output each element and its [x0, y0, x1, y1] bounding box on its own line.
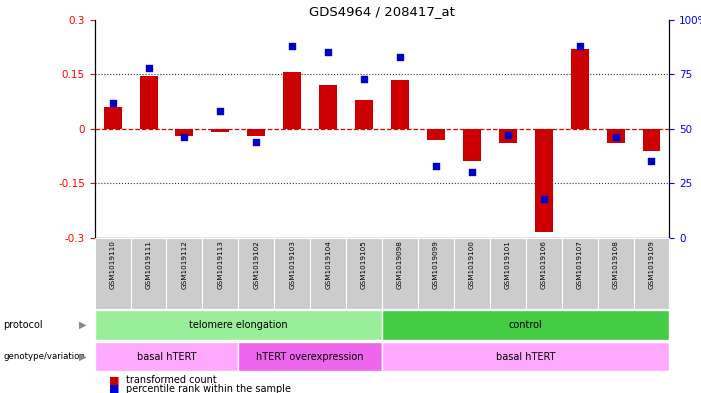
- Bar: [238, 342, 382, 371]
- Text: GSM1019100: GSM1019100: [469, 240, 475, 289]
- Point: [538, 195, 550, 202]
- Point: [107, 99, 118, 106]
- Bar: [382, 238, 418, 309]
- Bar: [382, 342, 669, 371]
- Text: ▶: ▶: [79, 352, 86, 362]
- Bar: [391, 80, 409, 129]
- Text: GSM1019105: GSM1019105: [361, 240, 367, 289]
- Bar: [167, 238, 203, 309]
- Text: GSM1019108: GSM1019108: [613, 240, 618, 289]
- Text: GSM1019109: GSM1019109: [648, 240, 655, 289]
- Bar: [95, 342, 238, 371]
- Bar: [382, 310, 669, 340]
- Bar: [454, 238, 490, 309]
- Text: GSM1019103: GSM1019103: [290, 240, 295, 289]
- Text: GSM1019102: GSM1019102: [253, 240, 259, 289]
- Text: GSM1019101: GSM1019101: [505, 240, 511, 289]
- Text: GSM1019104: GSM1019104: [325, 240, 331, 289]
- Bar: [203, 238, 238, 309]
- Bar: [463, 129, 481, 162]
- Text: basal hTERT: basal hTERT: [496, 352, 555, 362]
- Point: [179, 134, 190, 141]
- Text: GSM1019110: GSM1019110: [109, 240, 116, 289]
- Text: GSM1019106: GSM1019106: [540, 240, 547, 289]
- Bar: [490, 238, 526, 309]
- Bar: [606, 129, 625, 143]
- Bar: [212, 129, 229, 132]
- Bar: [319, 85, 337, 129]
- Text: transformed count: transformed count: [126, 375, 217, 386]
- Bar: [283, 72, 301, 129]
- Text: basal hTERT: basal hTERT: [137, 352, 196, 362]
- Text: GSM1019099: GSM1019099: [433, 240, 439, 289]
- Text: protocol: protocol: [4, 320, 43, 330]
- Text: percentile rank within the sample: percentile rank within the sample: [126, 384, 291, 393]
- Bar: [355, 99, 373, 129]
- Text: hTERT overexpression: hTERT overexpression: [257, 352, 364, 362]
- Point: [395, 53, 406, 60]
- Text: ■: ■: [109, 375, 119, 386]
- Point: [610, 134, 621, 141]
- Text: GSM1019112: GSM1019112: [182, 240, 187, 289]
- Bar: [499, 129, 517, 143]
- Title: GDS4964 / 208417_at: GDS4964 / 208417_at: [309, 6, 455, 18]
- Bar: [95, 310, 382, 340]
- Point: [287, 43, 298, 49]
- Bar: [238, 238, 274, 309]
- Point: [502, 132, 513, 138]
- Point: [358, 75, 369, 82]
- Text: genotype/variation: genotype/variation: [4, 352, 86, 361]
- Point: [466, 169, 477, 175]
- Text: ▶: ▶: [79, 320, 86, 330]
- Bar: [643, 129, 660, 151]
- Bar: [571, 49, 589, 129]
- Point: [646, 158, 657, 165]
- Bar: [95, 238, 130, 309]
- Bar: [526, 238, 562, 309]
- Point: [215, 108, 226, 114]
- Bar: [310, 238, 346, 309]
- Bar: [427, 129, 445, 140]
- Bar: [175, 129, 193, 136]
- Bar: [418, 238, 454, 309]
- Bar: [346, 238, 382, 309]
- Bar: [274, 238, 310, 309]
- Text: ■: ■: [109, 384, 119, 393]
- Text: GSM1019113: GSM1019113: [217, 240, 224, 289]
- Bar: [535, 129, 552, 232]
- Text: GSM1019098: GSM1019098: [397, 240, 403, 289]
- Point: [574, 43, 585, 49]
- Bar: [139, 76, 158, 129]
- Bar: [130, 238, 167, 309]
- Point: [322, 49, 334, 55]
- Bar: [247, 129, 265, 136]
- Bar: [597, 238, 634, 309]
- Point: [430, 163, 442, 169]
- Bar: [562, 238, 597, 309]
- Bar: [634, 238, 669, 309]
- Point: [251, 139, 262, 145]
- Bar: [104, 107, 121, 129]
- Text: telomere elongation: telomere elongation: [189, 320, 287, 330]
- Text: control: control: [509, 320, 543, 330]
- Point: [143, 64, 154, 71]
- Text: GSM1019107: GSM1019107: [577, 240, 583, 289]
- Text: GSM1019111: GSM1019111: [146, 240, 151, 289]
